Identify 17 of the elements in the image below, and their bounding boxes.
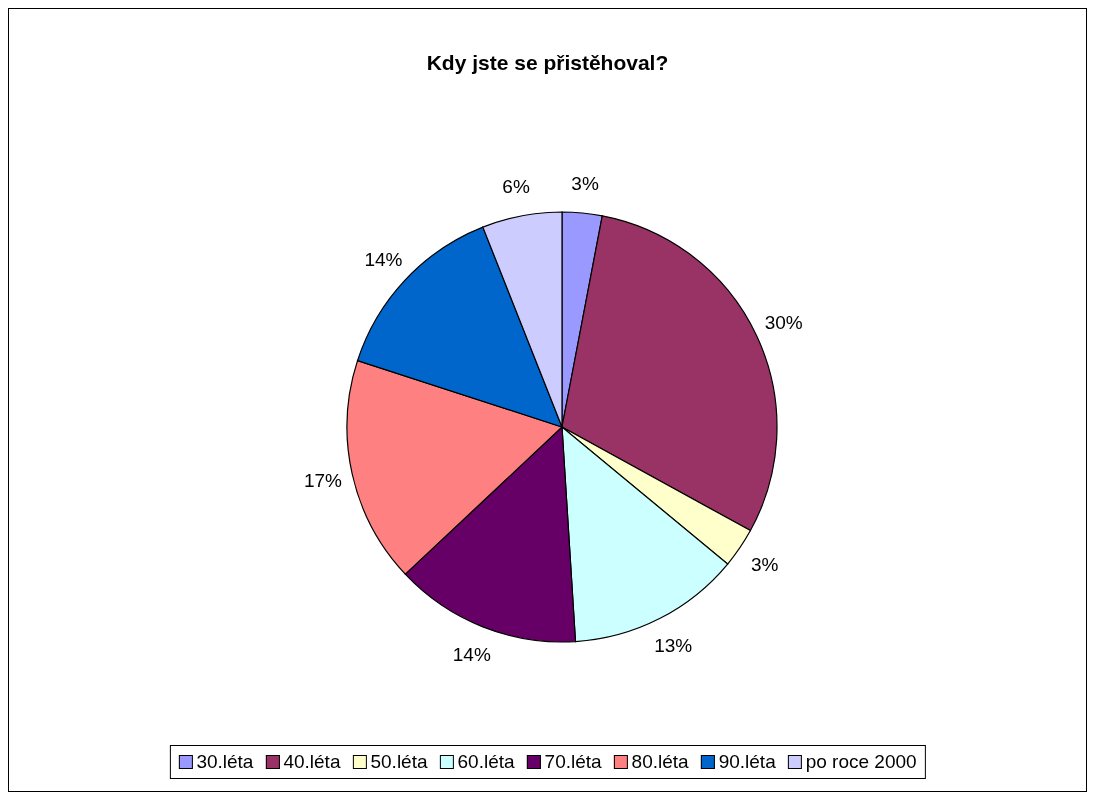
data-label: 13% (654, 634, 693, 656)
data-label: 14% (452, 644, 491, 666)
legend-label: 80.léta (631, 751, 689, 773)
legend-label: 40.léta (283, 751, 341, 773)
legend-label: po roce 2000 (805, 751, 917, 773)
data-label: 30% (764, 312, 803, 334)
data-label: 14% (364, 248, 403, 270)
legend-label: 70.léta (544, 751, 602, 773)
legend-label: 60.léta (457, 751, 515, 773)
legend-label: 30.léta (196, 751, 254, 773)
legend-label: 50.léta (370, 751, 428, 773)
data-label: 6% (502, 175, 530, 197)
data-label: 17% (303, 469, 343, 491)
legend-label: 90.léta (718, 751, 776, 773)
data-label: 3% (750, 554, 779, 576)
data-label: 3% (571, 172, 599, 194)
chart-title: Kdy jste se přistěhoval? (425, 51, 670, 75)
